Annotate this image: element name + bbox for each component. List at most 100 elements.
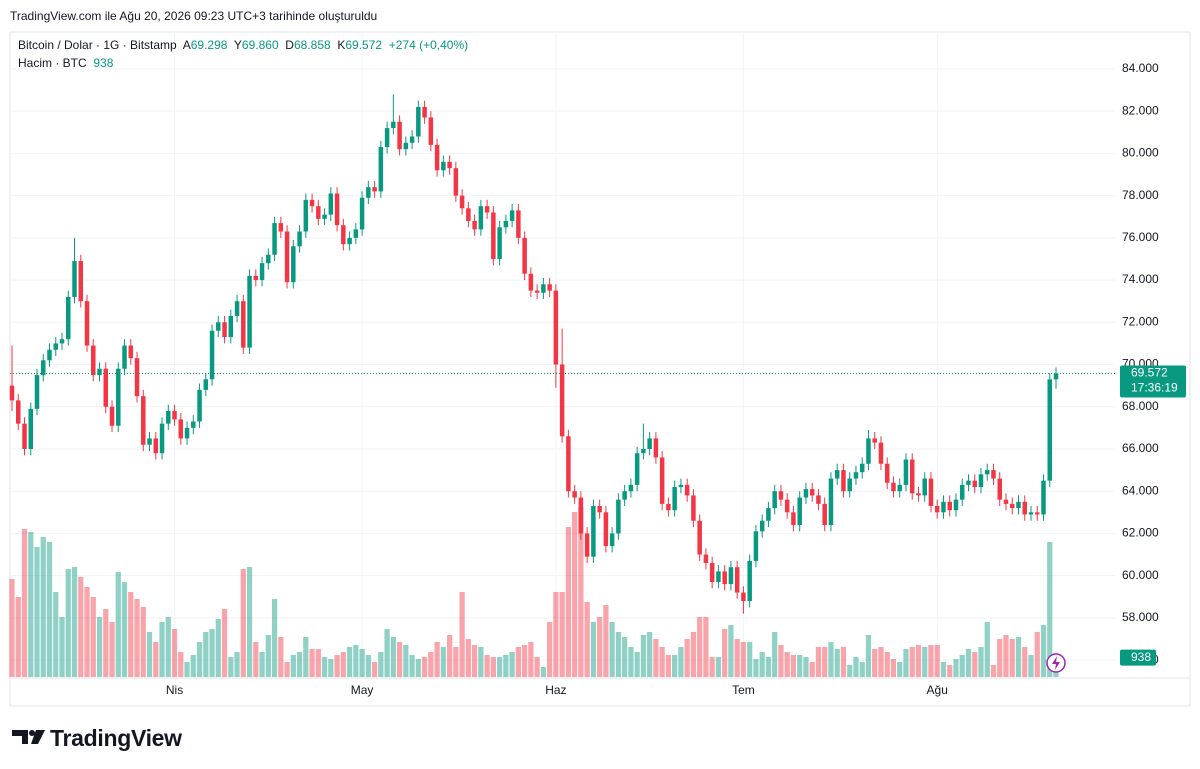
candle-body bbox=[616, 499, 621, 534]
volume-bar bbox=[647, 632, 653, 677]
candle-body bbox=[878, 442, 884, 464]
candle-body bbox=[172, 410, 177, 420]
candle-body bbox=[703, 554, 709, 563]
candle-body bbox=[697, 520, 702, 555]
candle-body bbox=[341, 225, 346, 245]
candle-body bbox=[228, 315, 234, 338]
volume-bar bbox=[840, 647, 847, 677]
volume-bar bbox=[853, 657, 859, 677]
candle-body bbox=[422, 106, 427, 118]
candle-body bbox=[497, 227, 502, 259]
volume-bar bbox=[9, 579, 15, 677]
candle-body bbox=[859, 463, 865, 473]
candle-body bbox=[822, 503, 827, 525]
high-value: 69.860 bbox=[241, 38, 279, 52]
ohlc-legend: Bitcoin / Dolar · 1G · Bitstamp A69.298 … bbox=[18, 38, 468, 52]
candle-body bbox=[509, 210, 515, 221]
volume-bar bbox=[171, 629, 178, 677]
candle-body bbox=[1034, 512, 1040, 515]
candle-body bbox=[347, 237, 352, 245]
candle-body bbox=[766, 508, 771, 521]
alert-icon bbox=[1046, 653, 1066, 673]
volume-bar bbox=[678, 647, 684, 677]
candle-body bbox=[1016, 501, 1021, 509]
volume-bar bbox=[584, 602, 590, 677]
volume-bar bbox=[578, 507, 584, 677]
candle-body bbox=[941, 501, 946, 513]
volume-bar bbox=[40, 537, 46, 677]
candle-body bbox=[147, 438, 152, 445]
grid bbox=[10, 32, 1115, 677]
candle-body bbox=[316, 206, 321, 219]
volume-bar bbox=[1003, 635, 1009, 677]
volume-bar bbox=[984, 622, 990, 677]
candle-body bbox=[78, 261, 84, 302]
volume-bar bbox=[371, 662, 378, 677]
volume-bar bbox=[734, 639, 740, 677]
candle-body bbox=[97, 368, 102, 376]
volume-label: Hacim · BTC bbox=[18, 56, 87, 70]
volume-bar bbox=[359, 649, 365, 677]
volume-bar bbox=[346, 647, 353, 677]
candle-body bbox=[659, 457, 665, 504]
volume-bar bbox=[190, 655, 196, 677]
volume-bar bbox=[59, 617, 65, 677]
candle-body bbox=[216, 322, 221, 331]
volume-bar bbox=[221, 609, 228, 677]
volume-bar bbox=[184, 662, 190, 677]
volume-bar bbox=[103, 609, 109, 677]
candle-body bbox=[222, 322, 227, 338]
volume-bar bbox=[684, 639, 690, 677]
candle-body bbox=[453, 168, 459, 196]
volume-bar bbox=[609, 622, 615, 677]
candle-body bbox=[972, 480, 977, 487]
volume-bar bbox=[496, 657, 503, 677]
y-tick-label: 62.000 bbox=[1122, 526, 1159, 540]
volume-bar bbox=[459, 592, 465, 677]
price-tag-countdown: 17:36:19 bbox=[1131, 381, 1178, 395]
y-tick-label: 60.000 bbox=[1122, 568, 1159, 582]
volume-bar bbox=[1028, 655, 1034, 677]
volume-bar bbox=[34, 547, 40, 677]
candle-body bbox=[634, 453, 640, 485]
volume-bar bbox=[421, 657, 428, 677]
volume-bar bbox=[890, 659, 897, 677]
volume-bar bbox=[828, 642, 834, 677]
y-tick-label: 74.000 bbox=[1122, 272, 1159, 286]
candle-body bbox=[366, 187, 371, 198]
volume-bar bbox=[815, 647, 822, 677]
candle-body bbox=[984, 470, 990, 475]
volume-bar bbox=[290, 655, 296, 677]
chart-frame bbox=[9, 31, 1191, 707]
volume-bar bbox=[747, 642, 753, 677]
candle-body bbox=[709, 562, 715, 582]
volume-bar bbox=[409, 655, 415, 677]
volume-bar bbox=[71, 567, 78, 677]
candle-body bbox=[966, 480, 971, 485]
candle-body bbox=[1003, 499, 1009, 504]
x-tick-label: Nis bbox=[166, 683, 183, 697]
volume-bar bbox=[334, 655, 340, 677]
candle-body bbox=[728, 567, 734, 585]
candle-body bbox=[609, 533, 615, 547]
candle-body bbox=[234, 301, 240, 316]
volume-bar bbox=[884, 652, 890, 677]
volume-bar bbox=[640, 635, 647, 677]
volume-bar bbox=[178, 652, 184, 677]
volume-bar bbox=[728, 625, 734, 677]
candle-body bbox=[209, 330, 215, 380]
volume-bar bbox=[509, 652, 515, 677]
volume-bar bbox=[772, 632, 778, 677]
candle-body bbox=[828, 478, 834, 525]
volume-bar bbox=[215, 619, 221, 677]
volume-bar bbox=[84, 587, 90, 677]
candle-body bbox=[309, 199, 315, 207]
candle-body bbox=[591, 505, 596, 557]
candle-body bbox=[528, 273, 534, 291]
candle-body bbox=[409, 136, 415, 143]
candle-body bbox=[734, 567, 740, 593]
volume-bar bbox=[565, 527, 572, 677]
volume-bar bbox=[1015, 637, 1022, 677]
candle-body bbox=[666, 503, 671, 511]
volume-bar bbox=[96, 617, 103, 677]
